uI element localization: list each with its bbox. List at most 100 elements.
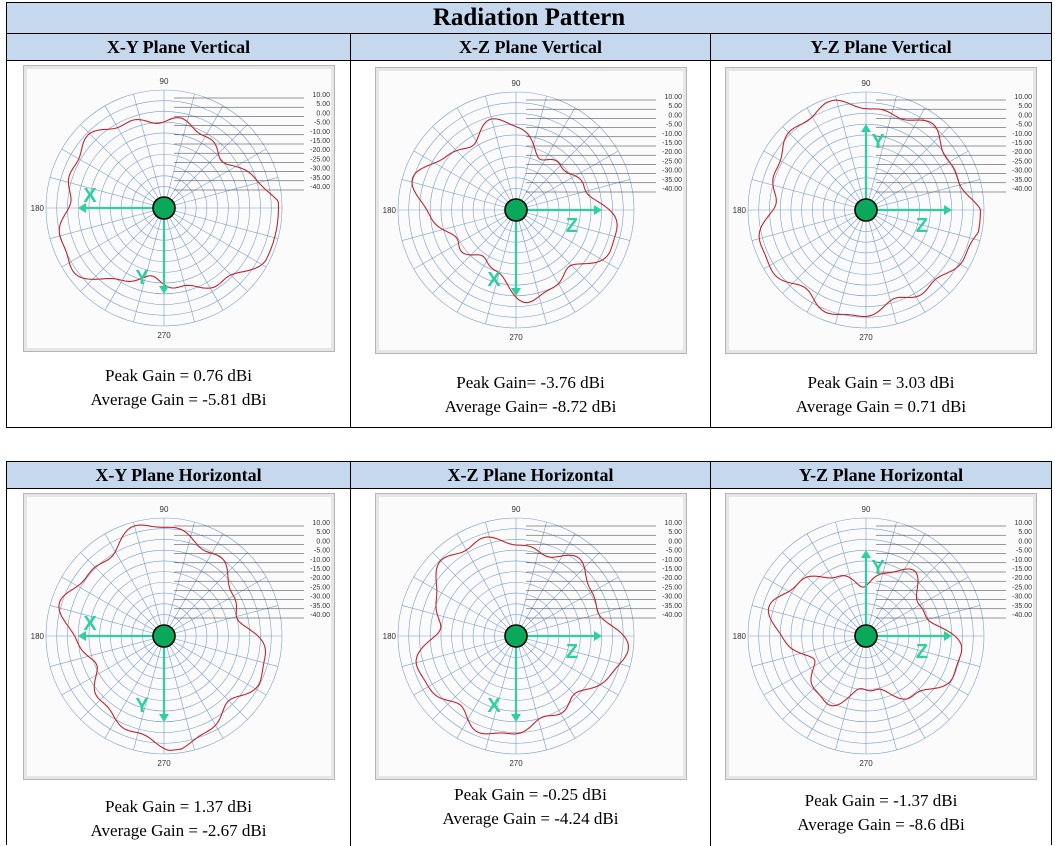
avg-gain-xy-horizontal: Average Gain = -2.67 dBi xyxy=(90,821,267,840)
grid-spoke xyxy=(515,635,575,739)
scale-label: -40.00 xyxy=(662,186,682,193)
grid-spoke xyxy=(515,635,547,751)
axis-arrowhead-z xyxy=(944,205,952,215)
grid-spoke xyxy=(104,105,164,209)
grid-spoke xyxy=(401,179,516,211)
cell-yz-vertical: 10.00 5.00 0.00 -5.00 -10.00 -15.00 -20.00 -25.… xyxy=(711,61,1051,428)
grid-spoke xyxy=(782,635,867,720)
grid-spoke xyxy=(484,521,516,637)
avg-gain-xz-vertical: Average Gain= -8.72 dBi xyxy=(444,397,617,416)
avg-gain-yz-horizontal: Average Gain = -8.6 dBi xyxy=(797,815,965,834)
scale-label: -40.00 xyxy=(310,184,330,191)
polar-chart-svg: 10.00 5.00 0.00 -5.00 -10.00 -15.00 -20.00 -25.… xyxy=(382,79,682,342)
axis-label-y: Y xyxy=(135,695,149,717)
grid-spoke xyxy=(49,605,164,637)
grid-spoke xyxy=(163,635,278,667)
polar-plot-xy-vertical: 10.00 5.00 0.00 -5.00 -10.00 -15.00 -20.00 -25.… xyxy=(22,65,335,352)
grid-spoke xyxy=(782,552,867,637)
header-xy-horizontal: X-Y Plane Horizontal xyxy=(7,462,351,488)
grid-spoke xyxy=(431,209,516,294)
axis-arrowhead-z xyxy=(593,205,602,215)
scale-labels: 10.00 5.00 0.00 -5.00 -10.00 -15.00 -20.00 -25.… xyxy=(876,94,1032,193)
grid-spoke xyxy=(104,635,164,739)
grid-spoke xyxy=(515,209,618,270)
grid-spoke xyxy=(865,552,950,637)
grid-spoke xyxy=(865,209,969,270)
peak-gain-xy-vertical: Peak Gain = 0.76 dBi xyxy=(105,366,252,385)
grid-spoke xyxy=(806,635,867,739)
axis-arrowhead-x xyxy=(510,288,521,296)
scale-label: -40.00 xyxy=(662,612,682,619)
scale-label: -5.00 xyxy=(1016,548,1032,555)
grid-spoke xyxy=(515,209,600,294)
polar-grid xyxy=(747,91,985,329)
scale-label: 5.00 xyxy=(1018,529,1032,536)
scale-label: 0.00 xyxy=(1018,538,1032,545)
grid-spoke xyxy=(515,635,618,696)
scale-label: 0.00 xyxy=(316,538,330,545)
scale-label: -30.00 xyxy=(310,594,330,601)
grid-spoke xyxy=(163,105,223,209)
scale-label: 5.00 xyxy=(316,101,330,108)
peak-gain-yz-vertical: Peak Gain = 3.03 dBi xyxy=(807,373,955,392)
radiation-pattern-curve xyxy=(758,99,982,318)
grid-spoke xyxy=(163,207,223,311)
scale-label: 5.00 xyxy=(668,529,682,536)
grid-spoke xyxy=(763,209,867,270)
angle-label-90: 90 xyxy=(511,79,520,88)
header-xz-horizontal: X-Z Plane Horizontal xyxy=(351,462,711,488)
cell-xy-horizontal: 10.00 5.00 0.00 -5.00 -10.00 -15.00 -20.00 -25.… xyxy=(7,489,351,846)
grid-spoke xyxy=(865,95,897,211)
grid-spoke xyxy=(104,207,164,311)
scale-label: -15.00 xyxy=(310,566,330,573)
grid-spoke xyxy=(865,533,926,637)
grid-spoke xyxy=(132,207,164,323)
scale-label: -15.00 xyxy=(1012,566,1032,573)
grid-spoke xyxy=(49,207,164,239)
avg-gain-xz-horizontal: Average Gain = -4.24 dBi xyxy=(442,809,619,828)
grid-spoke xyxy=(163,552,248,637)
grid-spoke xyxy=(865,209,981,241)
scale-label: -25.00 xyxy=(310,584,330,591)
grid-spoke xyxy=(79,124,164,209)
angle-label-180: 180 xyxy=(382,632,396,641)
scale-label: -5.00 xyxy=(1016,122,1032,129)
grid-spoke xyxy=(163,576,266,637)
grid-spoke xyxy=(49,177,164,209)
grid-spoke xyxy=(865,521,897,637)
scale-label: 5.00 xyxy=(316,529,330,536)
scale-label: 10.00 xyxy=(1014,94,1032,101)
angle-label-90: 90 xyxy=(862,505,871,514)
axis-label-z: Z xyxy=(916,641,928,663)
scale-label: -5.00 xyxy=(666,548,682,555)
grid-spoke xyxy=(751,179,867,211)
grid-spoke xyxy=(163,93,195,209)
origin-dot xyxy=(151,624,176,648)
scale-label: -35.00 xyxy=(310,603,330,610)
angle-label-270: 270 xyxy=(157,331,171,340)
scale-label: -40.00 xyxy=(1012,612,1032,619)
grid-spoke xyxy=(751,635,867,667)
scale-label: -35.00 xyxy=(662,177,682,184)
scale-label: -30.00 xyxy=(662,168,682,175)
grid-spoke xyxy=(163,207,195,323)
radiation-pattern-curve xyxy=(57,524,266,751)
cell-xz-vertical: 10.00 5.00 0.00 -5.00 -10.00 -15.00 -20.00 -25.… xyxy=(351,61,711,428)
axis-label-z: Z xyxy=(916,215,928,237)
axis-arrowhead-x xyxy=(77,631,86,641)
grid-spoke xyxy=(484,209,516,325)
grid-spoke xyxy=(163,207,266,268)
grid-spoke xyxy=(456,107,516,211)
scale-labels: 10.00 5.00 0.00 -5.00 -10.00 -15.00 -20.00 -25.… xyxy=(876,520,1032,619)
radiation-pattern-table-vertical: Radiation Pattern X-Y Plane Vertical X-Z… xyxy=(6,2,1052,428)
angle-label-90: 90 xyxy=(862,79,871,88)
scale-label: -20.00 xyxy=(662,575,682,582)
origin-dot xyxy=(503,624,528,648)
grid-spoke xyxy=(132,93,164,209)
header-xy-vertical: X-Y Plane Vertical xyxy=(7,34,351,60)
grid-spoke xyxy=(515,521,547,637)
grid-spoke xyxy=(751,209,867,241)
scale-label: -10.00 xyxy=(662,131,682,138)
radiation-pattern-curve xyxy=(767,568,963,707)
scale-labels: 10.00 5.00 0.00 -5.00 -10.00 -15.00 -20.00 -25.… xyxy=(173,520,330,619)
